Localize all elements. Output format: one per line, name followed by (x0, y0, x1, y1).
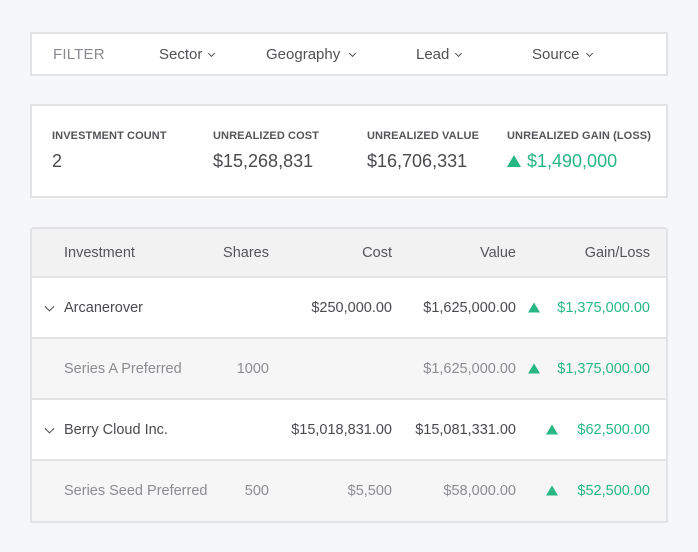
value-value: $58,000.00 (443, 483, 516, 499)
geography-dropdown[interactable]: Geography (266, 46, 357, 63)
investment-name: Berry Cloud Inc. (64, 421, 168, 438)
up-triangle-icon (528, 363, 540, 373)
filter-label: FILTER (53, 46, 105, 63)
shares-value: 500 (244, 483, 269, 499)
gain-value: $1,375,000.00 (557, 299, 650, 316)
unrealized-value-value: $16,706,331 (367, 151, 468, 171)
source-dropdown-label: Source (532, 46, 580, 63)
table-row: Series Seed Preferred 500 $5,500 $58,000… (32, 461, 666, 521)
unrealized-value-stat: UNREALIZED VALUE $16,706,331 (367, 130, 479, 172)
column-header-investment[interactable]: Investment (64, 244, 135, 261)
table-row: Series A Preferred 1000 $1,625,000.00 $1… (32, 339, 666, 400)
table-row[interactable]: Berry Cloud Inc. $15,018,831.00 $15,081,… (32, 400, 666, 461)
investment-count-value: 2 (52, 151, 63, 171)
table-row[interactable]: Arcanerover $250,000.00 $1,625,000.00 $1… (32, 278, 666, 339)
column-header-shares[interactable]: Shares (223, 244, 269, 261)
lead-dropdown-label: Lead (416, 46, 450, 63)
sector-dropdown-label: Sector (159, 46, 203, 63)
source-dropdown[interactable]: Source (532, 46, 593, 63)
gain-value: $1,375,000.00 (557, 360, 650, 377)
up-triangle-icon (546, 424, 558, 434)
unrealized-cost-stat: UNREALIZED COST $15,268,831 (213, 130, 319, 172)
unrealized-cost-label: UNREALIZED COST (213, 130, 319, 142)
gain-value: $62,500.00 (577, 421, 650, 438)
value-value: $15,081,331.00 (415, 421, 516, 438)
investment-count-label: INVESTMENT COUNT (52, 130, 167, 142)
chevron-down-icon (349, 49, 357, 57)
column-header-cost[interactable]: Cost (362, 244, 392, 261)
up-triangle-icon (507, 155, 521, 167)
sector-dropdown[interactable]: Sector (159, 46, 216, 63)
column-header-gain-loss[interactable]: Gain/Loss (584, 244, 650, 261)
investment-name: Arcanerover (64, 299, 143, 316)
gain-value: $52,500.00 (577, 483, 650, 499)
investments-table: Investment Shares Cost Value Gain/Loss A… (30, 227, 668, 523)
chevron-down-icon (208, 49, 216, 57)
cost-value: $5,500 (347, 483, 392, 499)
unrealized-value-label: UNREALIZED VALUE (367, 130, 480, 142)
chevron-down-icon (455, 49, 463, 57)
geography-dropdown-label: Geography (266, 46, 341, 63)
value-value: $1,625,000.00 (423, 360, 516, 377)
expand-chevron-icon[interactable] (44, 301, 55, 312)
unrealized-gain-value-wrap: $1,490,000 (507, 151, 651, 172)
filter-bar: FILTER Sector Geography Lead Source (30, 32, 668, 76)
table-header: Investment Shares Cost Value Gain/Loss (32, 229, 666, 278)
unrealized-gain-value: $1,490,000 (527, 151, 618, 171)
unrealized-cost-value: $15,268,831 (213, 151, 314, 171)
investment-count-stat: INVESTMENT COUNT 2 (52, 130, 167, 172)
summary-panel: INVESTMENT COUNT 2 UNREALIZED COST $15,2… (30, 104, 668, 198)
expand-chevron-icon[interactable] (44, 423, 55, 434)
cost-value: $15,018,831.00 (291, 421, 392, 438)
security-name: Series A Preferred (64, 360, 182, 377)
unrealized-gain-label: UNREALIZED GAIN (LOSS) (507, 130, 651, 142)
unrealized-gain-stat: UNREALIZED GAIN (LOSS) $1,490,000 (507, 130, 651, 172)
up-triangle-icon (546, 485, 558, 496)
chevron-down-icon (585, 49, 593, 57)
shares-value: 1000 (236, 360, 269, 377)
cost-value: $250,000.00 (311, 299, 392, 316)
security-name: Series Seed Preferred (64, 483, 208, 499)
column-header-value[interactable]: Value (479, 244, 516, 261)
value-value: $1,625,000.00 (423, 299, 516, 316)
up-triangle-icon (528, 302, 540, 312)
lead-dropdown[interactable]: Lead (416, 46, 463, 63)
